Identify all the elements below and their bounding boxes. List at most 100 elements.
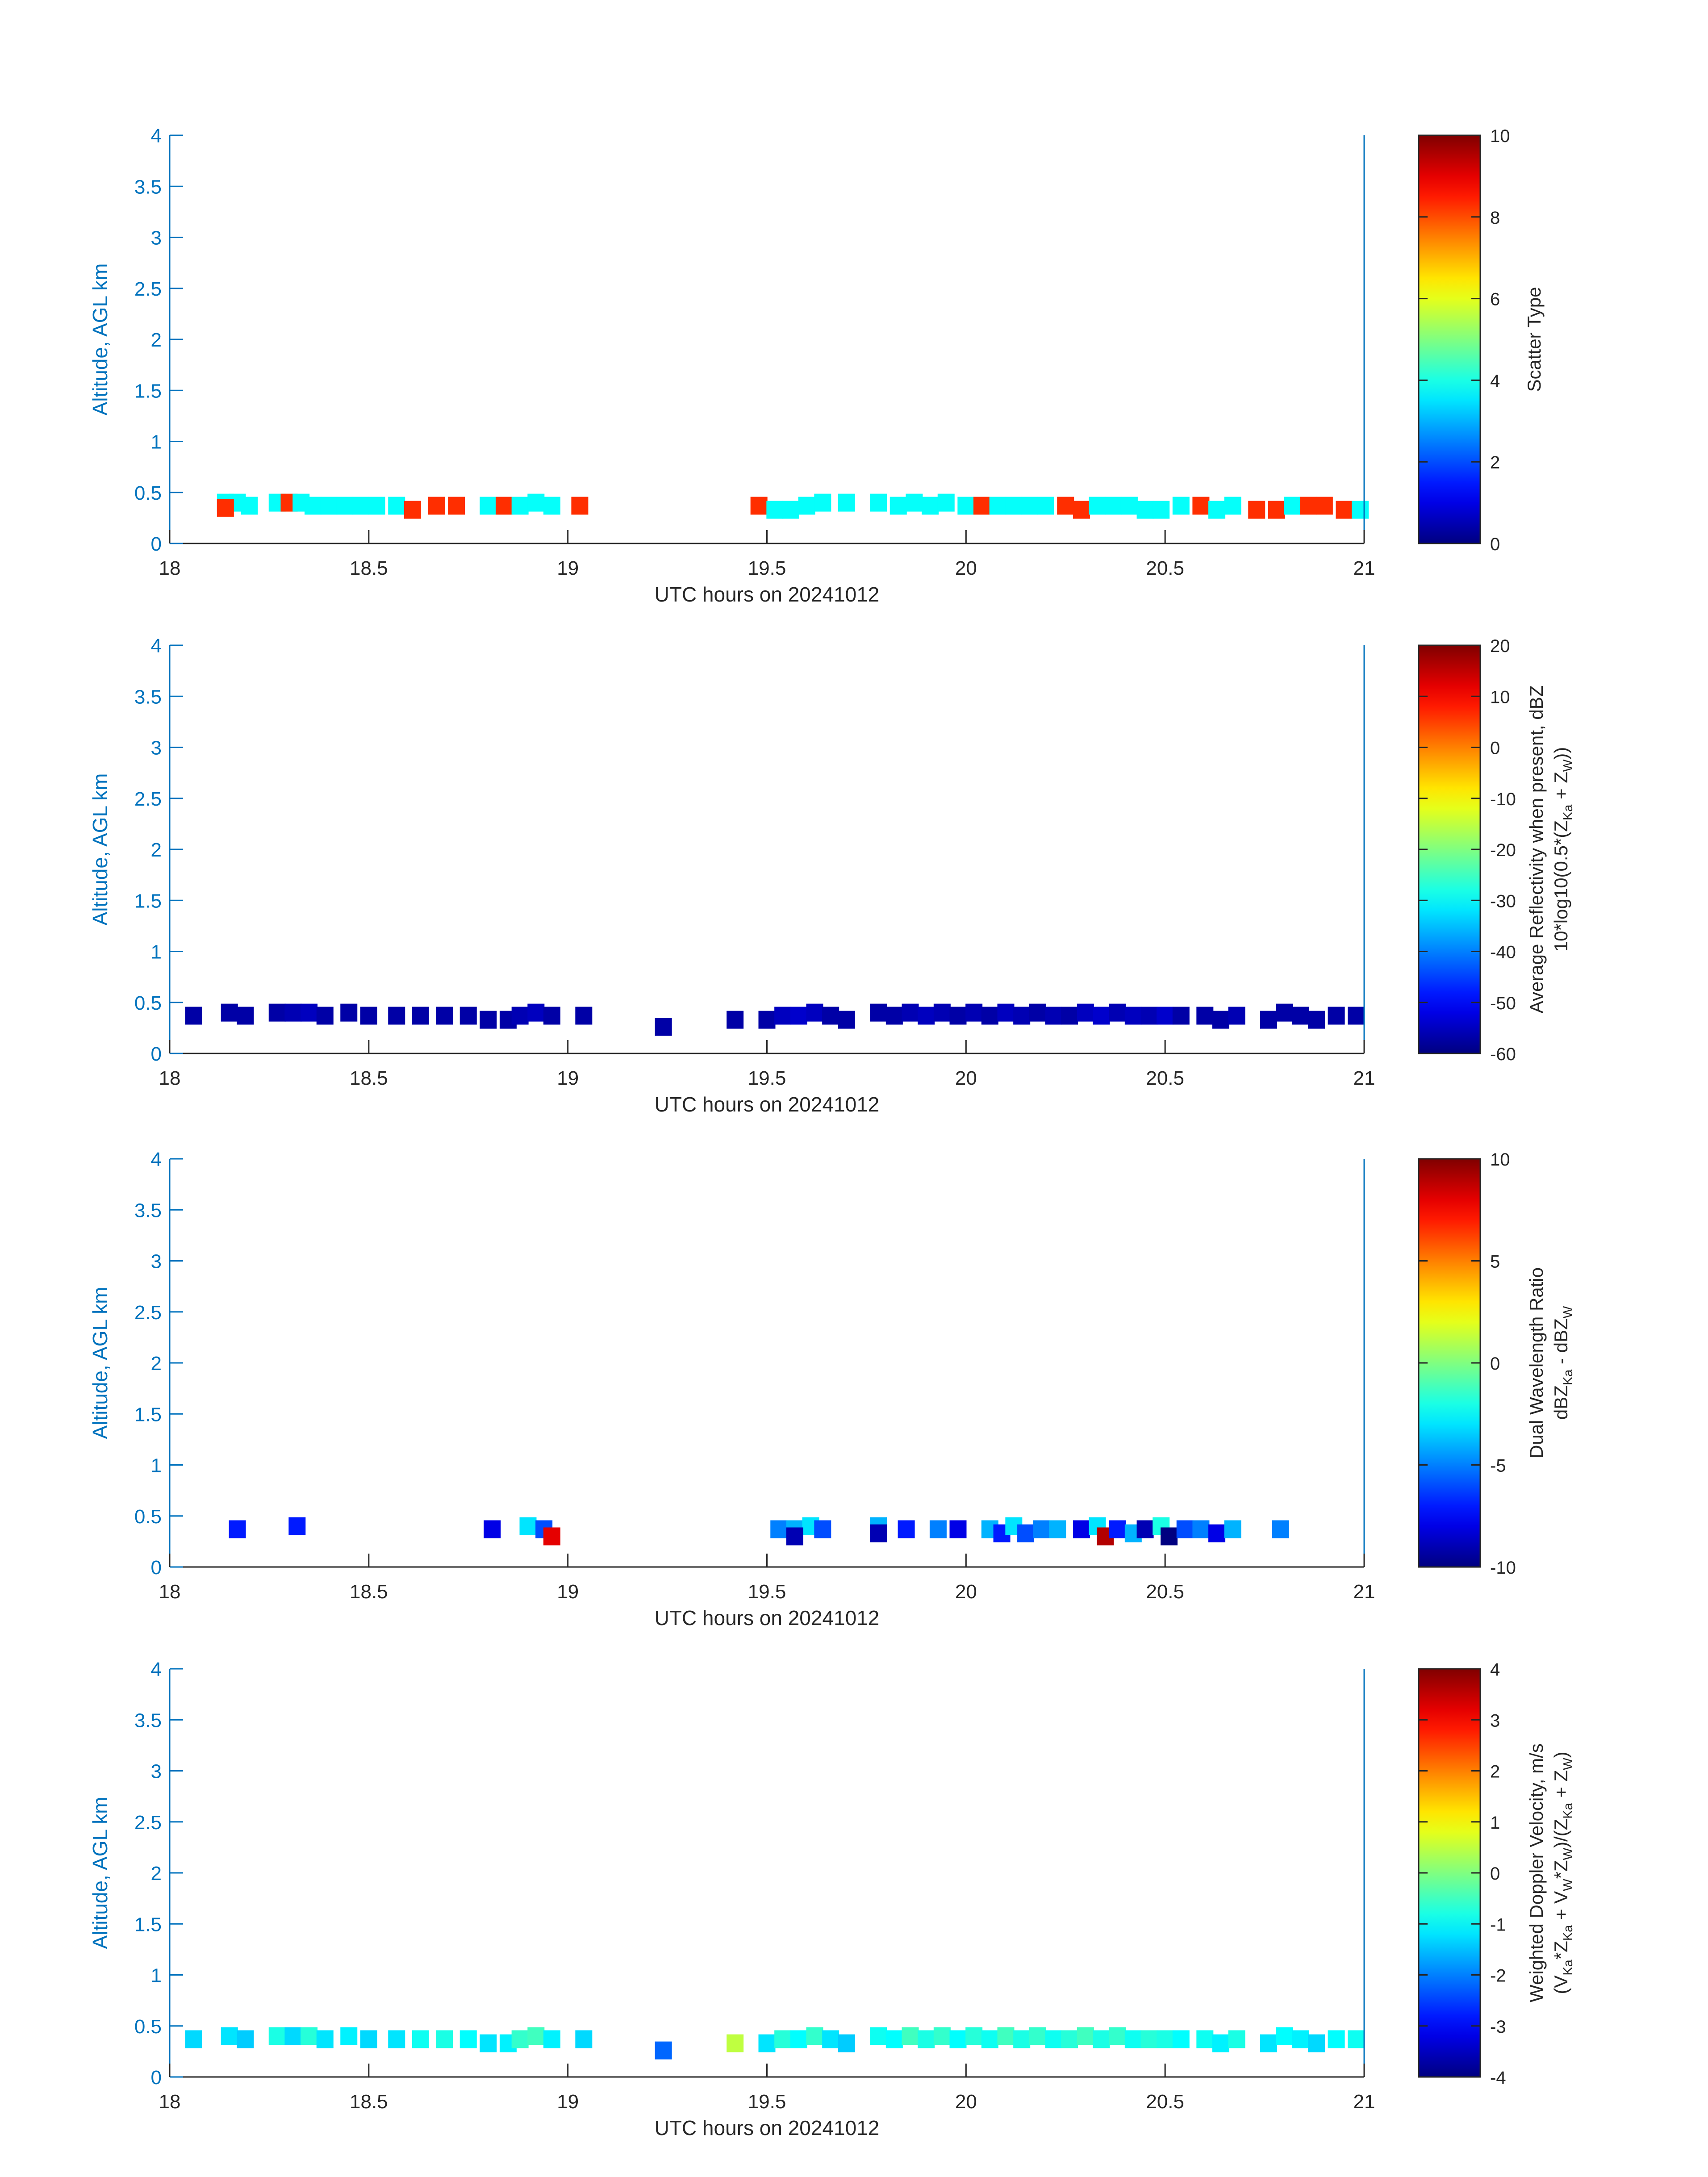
y-tick-label: 0 [151,2067,162,2089]
data-cell [933,1003,951,1022]
data-cell [511,1007,529,1025]
x-tick-label: 20 [955,1067,977,1089]
x-axis-label: UTC hours on 20241012 [655,583,880,606]
y-tick-label: 2.5 [134,278,162,300]
data-cell [511,497,529,515]
data-cell [484,1520,501,1538]
y-tick-label: 3 [151,1251,162,1273]
data-cell [1157,2030,1174,2048]
data-cell [806,2027,823,2045]
x-tick-label: 18 [159,557,181,579]
y-tick-label: 1.5 [134,380,162,402]
x-tick-label: 18 [159,2091,181,2113]
data-cell [388,497,405,515]
data-cell [1196,1007,1214,1025]
data-cell [1172,2030,1190,2048]
data-cell [1228,1007,1245,1025]
data-cell [1276,1003,1293,1022]
colorbar-tick-label: -40 [1490,943,1516,962]
data-cell [316,1007,334,1025]
data-cell [981,1007,998,1025]
colorbar [1418,134,1481,544]
data-cell [1292,2030,1309,2048]
data-cell [543,497,560,515]
colorbar-tick-label: 3 [1490,1711,1500,1730]
data-cell [1124,1007,1142,1025]
data-cell [388,2030,405,2048]
colorbar-label: Weighted Doppler Velocity, m/s [1526,1743,1547,2002]
colorbar-tick-label: -10 [1490,790,1516,809]
data-cell [1136,501,1154,519]
data-cell [388,1007,405,1025]
data-cell [185,2030,202,2048]
data-cell [1315,497,1333,515]
y-tick-label: 1.5 [134,890,162,912]
data-cell [1172,1007,1190,1025]
data-cell [1208,1524,1226,1542]
colorbar-tick-label: -4 [1490,2068,1506,2088]
data-cell [519,1517,537,1535]
data-cell [774,1007,792,1025]
colorbar-tick-label: 2 [1490,453,1500,472]
data-cell [929,1520,947,1538]
data-cell [1021,497,1038,515]
data-cell [1013,1007,1031,1025]
x-tick-label: 20 [955,1581,977,1603]
y-tick-label: 0.5 [134,2016,162,2038]
data-cell [838,1011,855,1029]
data-cell [1013,2030,1031,2048]
data-cell [885,2030,903,2048]
data-cells [217,493,1369,519]
y-tick-label: 2 [151,1353,162,1375]
x-tick-label: 19.5 [748,1581,786,1603]
data-cell [727,1011,744,1029]
x-tick-label: 21 [1353,2091,1375,2113]
data-cell [965,2027,983,2045]
data-cell [1208,501,1226,519]
data-cell [288,1517,306,1535]
colorbar-tick-label: 4 [1490,1660,1500,1680]
colorbar-label: Average Reflectivity when present, dBZ [1526,685,1547,1014]
data-cell [1157,1007,1174,1025]
data-cell [655,2041,672,2060]
colorbar-tick-label: 0 [1490,1354,1500,1374]
data-cell [1192,1520,1210,1538]
x-tick-label: 18.5 [350,557,388,579]
colorbar-tick-label: 5 [1490,1252,1500,1272]
data-cell [1136,1520,1154,1538]
colorbar [1418,644,1481,1054]
data-cell [340,1003,358,1022]
data-cell [527,1003,545,1022]
data-cell [1308,1011,1325,1029]
data-cell [1093,2030,1110,2048]
y-tick-label: 4 [151,1659,162,1680]
data-cell [1192,497,1210,515]
data-cell [965,1003,983,1022]
panel-2: 0 0.5 1 1.5 2 2.5 3 3.5 4 18 18.5 19 19.5 20 20.5 21 UTC… [88,635,1575,1116]
data-cell [1212,1011,1229,1029]
colorbar-tick-label: 20 [1490,636,1510,656]
data-cell [1161,1527,1178,1546]
data-cell [870,1003,887,1022]
y-tick-label: 0.5 [134,482,162,504]
data-cell [1300,497,1317,515]
y-tick-label: 4 [151,635,162,657]
data-cell [1120,497,1138,515]
data-cell [1212,2034,1229,2052]
x-tick-label: 18.5 [350,2091,388,2113]
data-cell [1276,2027,1293,2045]
colorbar [1418,1158,1481,1568]
data-cell [949,1520,967,1538]
x-tick-label: 19.5 [748,1067,786,1089]
data-cell [336,497,354,515]
x-tick-label: 18 [159,1581,181,1603]
data-cell [1272,1520,1289,1538]
data-cell [284,2027,302,2045]
data-cell [1248,501,1265,519]
data-cell [997,2027,1015,2045]
data-cell [798,497,815,515]
x-tick-label: 18 [159,1067,181,1089]
data-cell [268,2027,286,2045]
y-tick-label: 2 [151,329,162,351]
